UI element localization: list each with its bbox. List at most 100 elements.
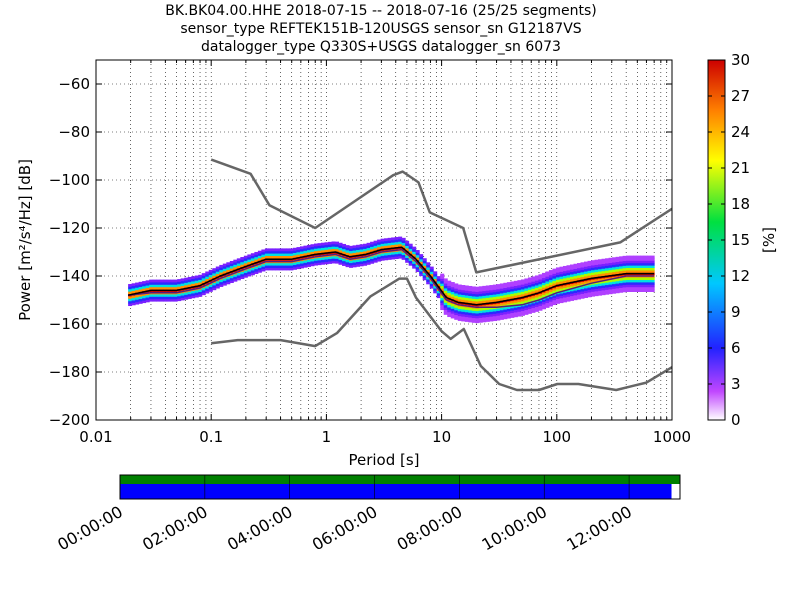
heatmap-cell bbox=[598, 268, 603, 272]
heatmap-cell bbox=[584, 280, 589, 284]
heatmap-cell bbox=[520, 281, 525, 285]
heatmap-cell bbox=[559, 278, 564, 282]
heatmap-cell bbox=[584, 263, 589, 267]
heatmap-cell bbox=[640, 260, 645, 264]
heatmap-cell bbox=[629, 260, 634, 264]
heatmap-cell bbox=[520, 298, 525, 302]
heatmap-cell bbox=[524, 278, 529, 282]
heatmap-cell bbox=[166, 296, 171, 300]
heatmap-cell bbox=[201, 292, 206, 296]
heatmap-cell bbox=[478, 319, 483, 323]
heatmap-cell bbox=[282, 248, 287, 252]
heatmap-cell bbox=[324, 256, 329, 260]
heatmap-cell bbox=[612, 286, 617, 289]
heatmap-cell bbox=[601, 285, 606, 288]
heatmap-cell bbox=[531, 288, 536, 292]
heatmap-cell bbox=[612, 264, 617, 268]
heatmap-cell bbox=[149, 284, 154, 288]
heatmap-cell bbox=[257, 269, 262, 273]
grid-lines bbox=[96, 60, 672, 420]
heatmap-cell bbox=[496, 315, 501, 319]
heatmap-cell bbox=[619, 282, 624, 286]
heatmap-cell bbox=[598, 278, 603, 282]
heatmap-cell bbox=[261, 254, 266, 258]
heatmap-cell bbox=[566, 296, 571, 300]
heatmap-cell bbox=[408, 258, 413, 261]
heatmap-cell bbox=[471, 315, 476, 319]
heatmap-cell bbox=[261, 263, 266, 267]
heatmap-cell bbox=[243, 260, 248, 264]
heatmap-cell bbox=[422, 263, 427, 266]
heatmap-cell bbox=[166, 286, 171, 290]
heatmap-cell bbox=[419, 261, 424, 265]
heatmap-cell bbox=[422, 272, 427, 276]
heatmap-cell bbox=[324, 244, 329, 248]
heatmap-cell bbox=[229, 280, 234, 283]
heatmap-cell bbox=[643, 255, 648, 259]
heatmap-cell bbox=[605, 272, 610, 276]
heatmap-cell bbox=[408, 262, 413, 266]
heatmap-cell bbox=[303, 250, 308, 254]
heatmap-cell bbox=[156, 279, 161, 283]
heatmap-cell bbox=[580, 269, 585, 273]
heatmap-cell bbox=[499, 290, 504, 294]
heatmap-cell bbox=[496, 284, 501, 287]
heatmap-cell bbox=[306, 252, 311, 255]
heatmap-cell bbox=[184, 296, 189, 300]
heatmap-cell bbox=[387, 242, 392, 246]
heatmap-cell bbox=[636, 277, 641, 280]
heatmap-cell bbox=[443, 288, 448, 291]
heatmap-cell bbox=[377, 258, 382, 262]
heatmap-cell bbox=[531, 290, 536, 294]
heatmap-cell bbox=[538, 305, 543, 309]
heatmap-cell bbox=[387, 254, 392, 258]
heatmap-cell bbox=[450, 282, 455, 285]
heatmap-cell bbox=[356, 259, 361, 263]
heatmap-cell bbox=[222, 282, 227, 286]
heatmap-cell bbox=[587, 289, 592, 293]
heatmap-cell bbox=[205, 273, 210, 277]
heatmap-cell bbox=[541, 287, 546, 291]
heatmap-cell bbox=[573, 270, 578, 274]
heatmap-cell bbox=[577, 282, 582, 286]
heatmap-cell bbox=[268, 250, 273, 254]
heatmap-cell bbox=[226, 281, 231, 285]
heatmap-cell bbox=[233, 262, 238, 265]
heatmap-cell bbox=[384, 257, 389, 261]
heatmap-cell bbox=[215, 268, 220, 272]
heatmap-cell bbox=[622, 284, 627, 288]
heatmap-cell bbox=[527, 277, 532, 281]
heatmap-cell bbox=[559, 285, 564, 289]
heatmap-cell bbox=[461, 297, 466, 300]
heatmap-cell bbox=[408, 243, 413, 247]
heatmap-cell bbox=[205, 278, 210, 282]
heatmap-cell bbox=[159, 296, 164, 300]
heatmap-cell bbox=[475, 320, 480, 324]
y-tick-label: −160 bbox=[49, 315, 90, 333]
heatmap-cell bbox=[633, 262, 638, 266]
heatmap-cell bbox=[503, 294, 508, 298]
heatmap-cell bbox=[380, 245, 385, 249]
heatmap-cell bbox=[608, 279, 613, 283]
heatmap-cell bbox=[531, 295, 536, 299]
heatmap-cell bbox=[412, 249, 417, 252]
heatmap-cell bbox=[510, 310, 515, 314]
heatmap-cell bbox=[198, 279, 203, 283]
heatmap-cell bbox=[527, 303, 532, 307]
heatmap-cell bbox=[538, 293, 543, 297]
heatmap-cell bbox=[426, 269, 431, 273]
heatmap-cell bbox=[510, 305, 515, 309]
heatmap-cell bbox=[485, 292, 490, 296]
heatmap-cell bbox=[173, 294, 178, 297]
heatmap-cell bbox=[475, 308, 480, 312]
heatmap-cell bbox=[370, 244, 375, 247]
heatmap-cell bbox=[587, 294, 592, 298]
heatmap-cell bbox=[538, 300, 543, 304]
heatmap-cell bbox=[303, 262, 308, 266]
heatmap-cell bbox=[278, 250, 283, 254]
heatmap-cell bbox=[345, 245, 350, 248]
heatmap-cell bbox=[306, 264, 311, 267]
heatmap-cell bbox=[531, 305, 536, 309]
heatmap-cell bbox=[569, 295, 574, 299]
heatmap-cell bbox=[555, 272, 560, 276]
